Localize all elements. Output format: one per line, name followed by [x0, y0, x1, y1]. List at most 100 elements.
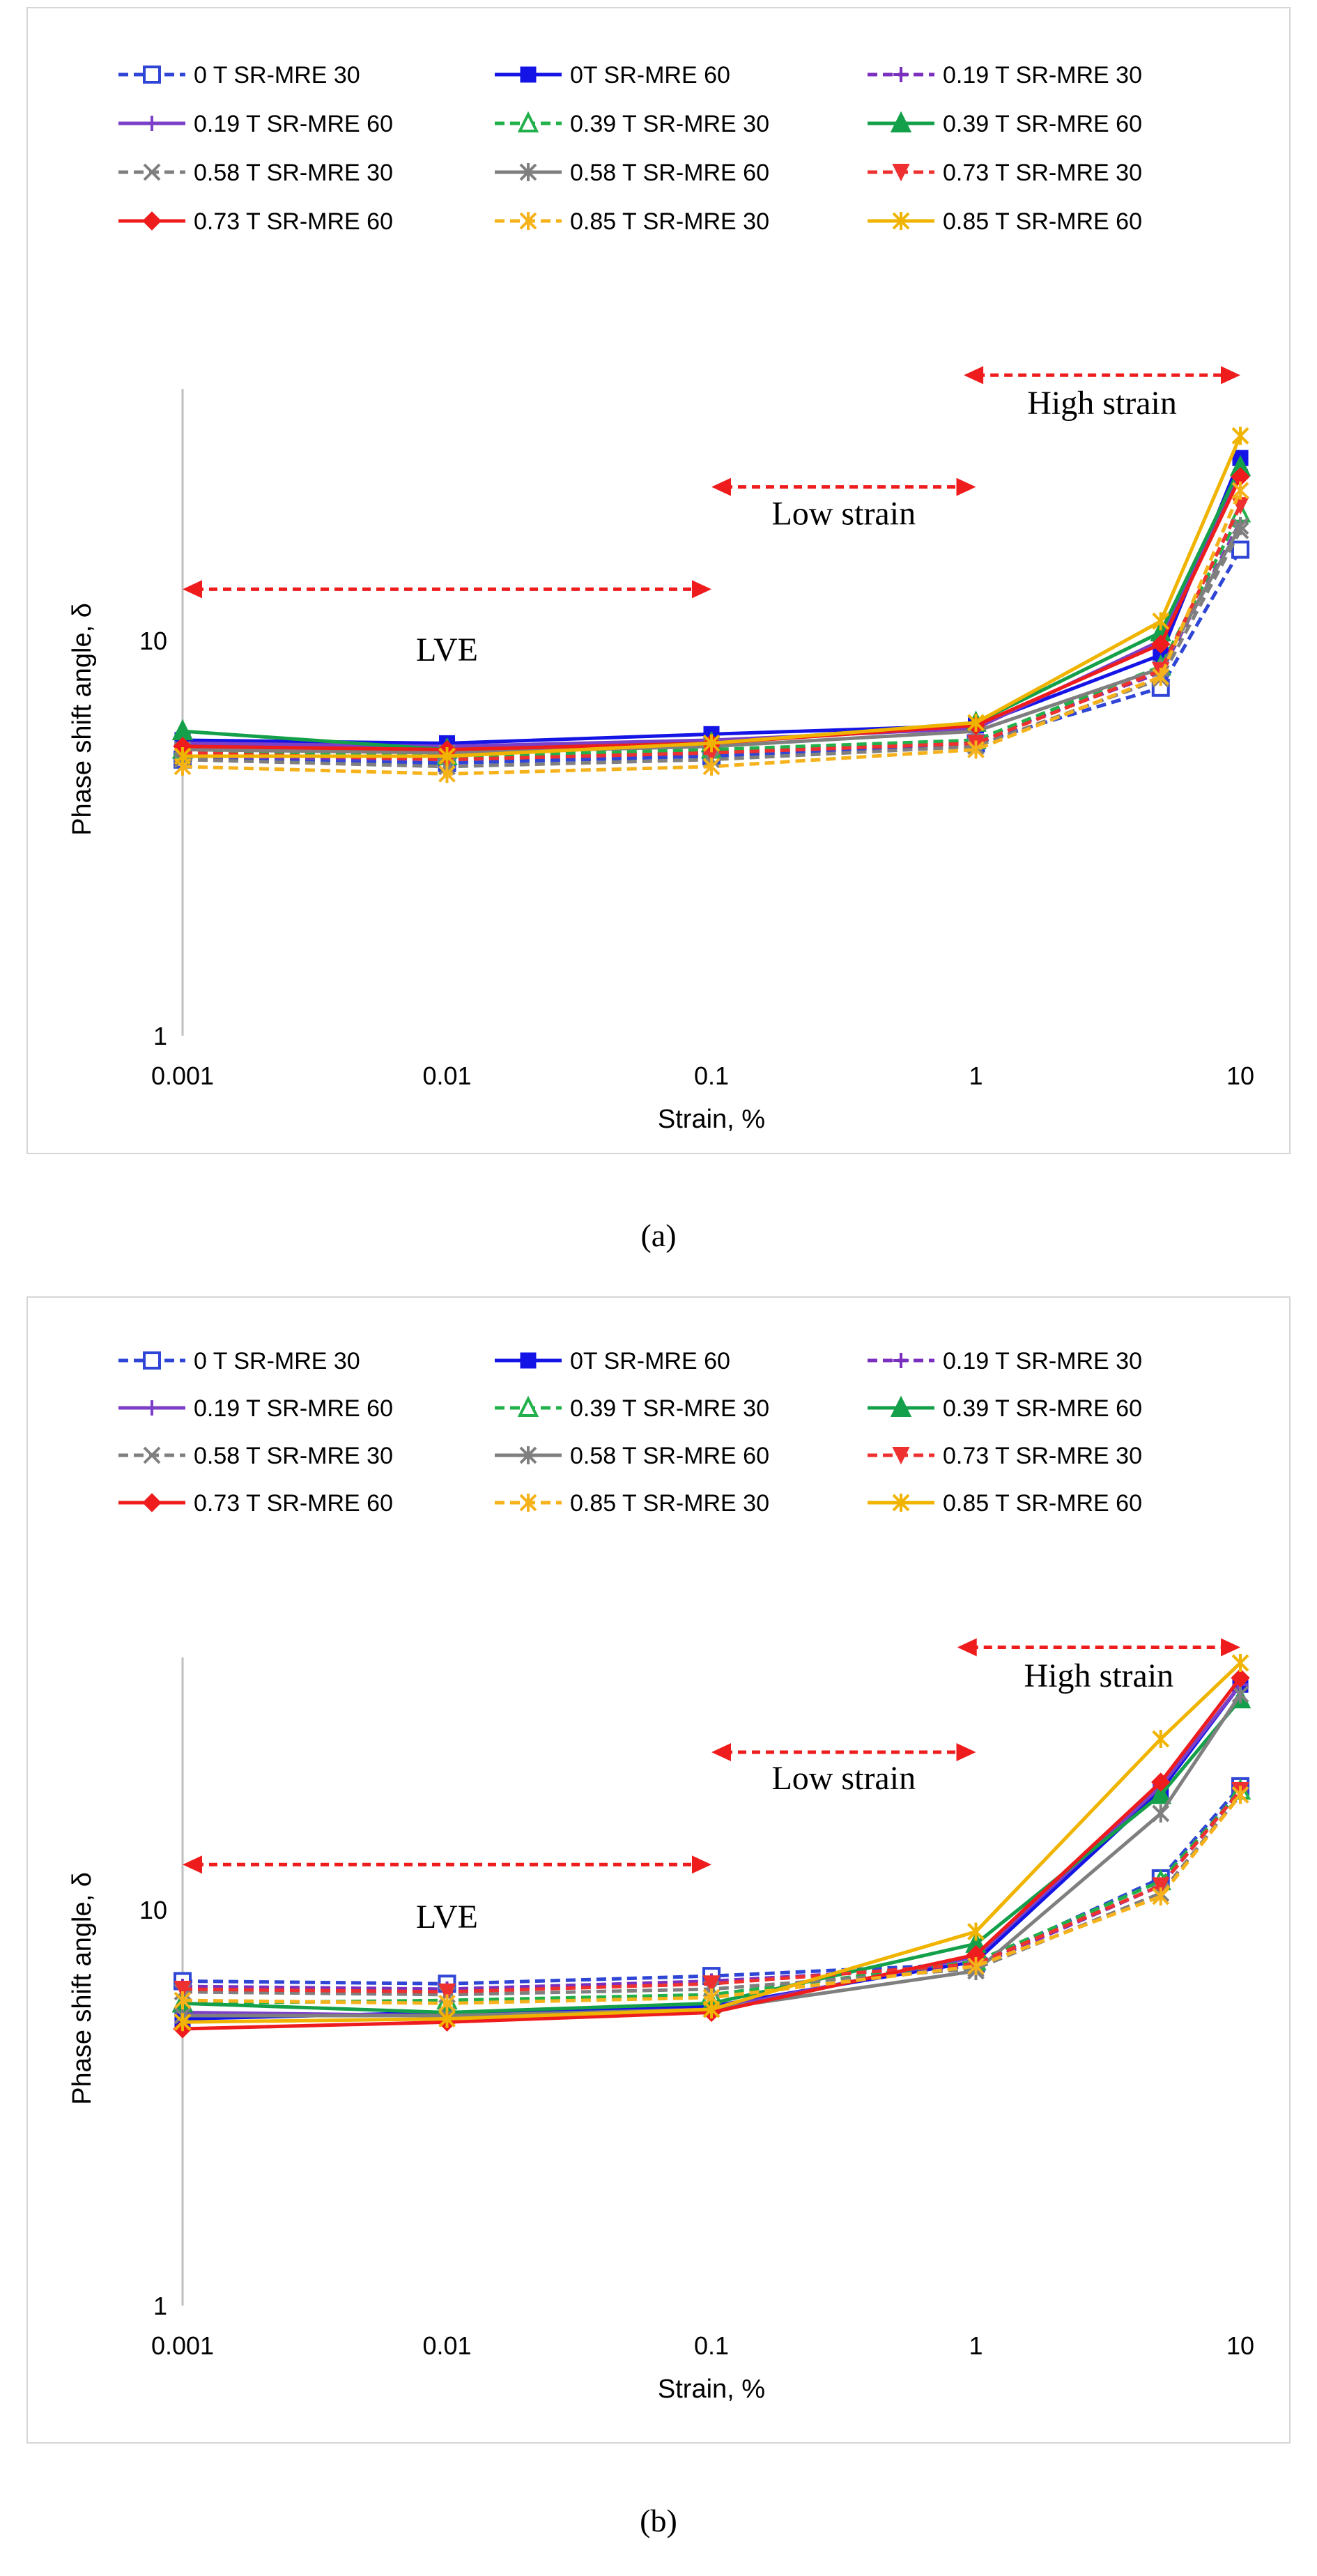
legend-label: 0T SR-MRE 60 — [570, 1348, 730, 1374]
region-annotation-lve: LVE — [183, 1855, 711, 1935]
legend-item-0-19-t-sr-mre-60: 0.19 T SR-MRE 60 — [118, 111, 393, 137]
caption-b: (b) — [640, 2503, 677, 2538]
chart-panel-b: 0 T SR-MRE 30 0T SR-MRE 60 0.19 T SR-MRE 3… — [26, 1296, 1291, 2444]
legend-marker — [520, 1352, 537, 1369]
legend-item-0-39-t-sr-mre-30: 0.39 T SR-MRE 30 — [495, 111, 769, 137]
region-label: Low strain — [771, 1760, 916, 1797]
series-line — [182, 1789, 1242, 1994]
x-tick-label: 1 — [969, 2331, 983, 2360]
data-point — [174, 2013, 192, 2032]
legend-item-0-73-t-sr-mre-60: 0.73 T SR-MRE 60 — [118, 208, 393, 235]
x-axis-title: Strain, % — [658, 2375, 765, 2404]
region-label: Low strain — [771, 496, 916, 532]
legend-item-0-t-sr-mre-30: 0 T SR-MRE 30 — [118, 62, 360, 89]
x-tick-label: 0.1 — [694, 2331, 729, 2360]
y-tick-label: 10 — [139, 1896, 167, 1924]
data-point — [1151, 634, 1171, 654]
legend-label: 0.85 T SR-MRE 30 — [570, 1490, 769, 1517]
region-arrow-head-left — [957, 1638, 977, 1657]
region-arrow-head-right — [956, 477, 976, 496]
series-line — [182, 1785, 1242, 1986]
legend-marker — [520, 66, 537, 83]
legend-item-0-85-t-sr-mre-60: 0.85 T SR-MRE 60 — [868, 1490, 1142, 1517]
legend-label: 0 T SR-MRE 30 — [194, 1348, 360, 1374]
legend-label: 0.19 T SR-MRE 30 — [943, 62, 1142, 89]
legend-marker — [890, 111, 912, 132]
data-point — [702, 1975, 721, 1993]
legend-marker — [892, 1494, 910, 1512]
y-tick-label: 10 — [139, 627, 167, 655]
legend-marker — [892, 164, 910, 182]
legend-label: 0.73 T SR-MRE 60 — [194, 1490, 393, 1517]
series-0-85-t-sr-mre-60 — [174, 1653, 1249, 2032]
legend-label: 0.19 T SR-MRE 30 — [943, 1348, 1142, 1374]
data-point — [702, 757, 721, 776]
legend-item-0-t-sr-mre-30: 0 T SR-MRE 30 — [118, 1348, 360, 1374]
legend-marker — [893, 1353, 909, 1368]
legend: 0 T SR-MRE 30 0T SR-MRE 60 0.19 T SR-MRE 3… — [118, 1348, 1142, 1517]
series-line — [182, 530, 1242, 769]
legend-item-0-58-t-sr-mre-60: 0.58 T SR-MRE 60 — [495, 160, 769, 186]
region-arrow-head-right — [1221, 366, 1240, 385]
region-arrow-head-right — [692, 1855, 711, 1874]
legend-marker — [517, 111, 539, 132]
legend-label: 0.58 T SR-MRE 30 — [194, 1443, 393, 1469]
data-point — [702, 734, 721, 753]
region-arrow-head-left — [964, 366, 984, 385]
legend-label: 0.19 T SR-MRE 60 — [194, 111, 393, 137]
data-point — [967, 740, 985, 759]
data-point — [702, 2000, 721, 2019]
series-line — [182, 457, 1242, 745]
region-arrow-head-left — [711, 1742, 731, 1761]
series-line — [182, 469, 1242, 749]
legend-marker — [519, 1494, 537, 1512]
legend-label: 0.58 T SR-MRE 60 — [570, 1443, 769, 1469]
series-line — [182, 1793, 1242, 1997]
series-line — [182, 489, 1242, 776]
region-arrow-head-left — [183, 1855, 202, 1874]
legend-marker — [519, 163, 537, 181]
region-label: LVE — [416, 1899, 478, 1935]
legend-item-0-58-t-sr-mre-30: 0.58 T SR-MRE 30 — [118, 1443, 393, 1469]
legend-label: 0.73 T SR-MRE 30 — [943, 1443, 1142, 1469]
series-0-73-t-sr-mre-60 — [173, 467, 1250, 760]
x-tick-label: 1 — [969, 1061, 983, 1090]
chart-b-svg: 0 T SR-MRE 30 0T SR-MRE 60 0.19 T SR-MRE 3… — [68, 1348, 1254, 2404]
region-arrow-head-right — [1221, 1638, 1240, 1657]
x-tick-label: 0.1 — [694, 1061, 729, 1090]
legend-item-0-39-t-sr-mre-60: 0.39 T SR-MRE 60 — [868, 1395, 1142, 1422]
legend-label: 0.39 T SR-MRE 60 — [943, 1395, 1142, 1422]
legend: 0 T SR-MRE 30 0T SR-MRE 60 0.19 T SR-MRE 3… — [118, 62, 1142, 235]
legend-label: 0.39 T SR-MRE 60 — [943, 111, 1142, 137]
y-tick-label: 1 — [153, 2292, 167, 2320]
series-line — [182, 1683, 1242, 2018]
data-point — [1231, 427, 1249, 445]
series-line — [182, 1662, 1242, 2024]
series-line — [182, 1793, 1242, 2005]
legend-label: 0.85 T SR-MRE 30 — [570, 208, 769, 235]
x-tick-label: 0.001 — [151, 2331, 214, 2360]
legend-item-0-39-t-sr-mre-60: 0.39 T SR-MRE 60 — [868, 111, 1142, 137]
legend-marker — [143, 66, 161, 84]
legend-label: 0.58 T SR-MRE 30 — [194, 160, 393, 186]
legend-item-0-19-t-sr-mre-30: 0.19 T SR-MRE 30 — [868, 1348, 1142, 1374]
data-point — [174, 746, 192, 765]
x-tick-label: 0.01 — [422, 2331, 471, 2360]
legend-marker — [519, 1446, 537, 1464]
legend-item-0-73-t-sr-mre-30: 0.73 T SR-MRE 30 — [868, 160, 1142, 186]
data-point — [1152, 1804, 1170, 1823]
series-0-85-t-sr-mre-30 — [174, 1786, 1249, 2013]
legend-item-0-58-t-sr-mre-30: 0.58 T SR-MRE 30 — [118, 160, 393, 186]
data-point — [967, 713, 985, 732]
legend-item-0-85-t-sr-mre-30: 0.85 T SR-MRE 30 — [495, 1490, 769, 1517]
data-point — [1152, 612, 1170, 631]
legend-item-0-73-t-sr-mre-60: 0.73 T SR-MRE 60 — [118, 1490, 393, 1517]
data-point — [1152, 1877, 1170, 1895]
legend-label: 0.39 T SR-MRE 30 — [570, 111, 769, 137]
series-line — [182, 505, 1242, 762]
legend-item-0-19-t-sr-mre-30: 0.19 T SR-MRE 30 — [868, 62, 1142, 89]
series-line — [183, 1693, 1242, 2018]
series-0-58-t-sr-mre-60 — [174, 516, 1249, 762]
legend-marker — [143, 1446, 161, 1464]
legend-marker — [893, 67, 909, 82]
